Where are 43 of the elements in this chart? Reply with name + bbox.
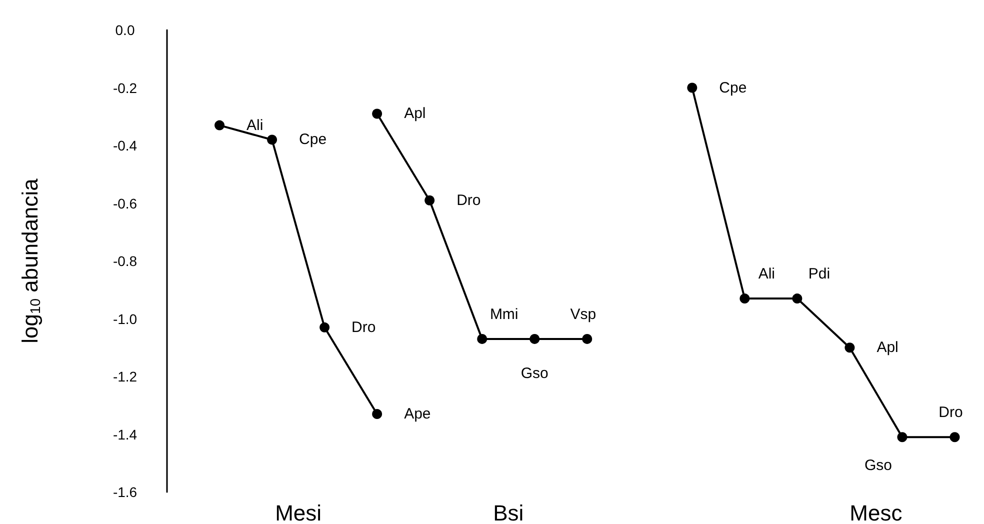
y-tick-label: 0.0 (115, 22, 135, 38)
point (740, 294, 750, 304)
point (424, 195, 435, 206)
point (792, 294, 802, 304)
y-tick-label: -1.0 (112, 310, 138, 327)
y-tick-label: -1.6 (112, 484, 138, 500)
data-label: Apl (404, 105, 426, 122)
data-label: Cpe (719, 79, 747, 96)
x-tick-label: Mesc (850, 500, 902, 524)
y-tick-label: -0.4 (112, 138, 138, 154)
y-tick-label: -1.2 (112, 368, 138, 384)
point (950, 432, 960, 442)
point (320, 322, 330, 332)
data-label: Cpe (299, 131, 327, 148)
point (372, 108, 382, 119)
point (582, 334, 592, 344)
point (267, 134, 278, 145)
point (530, 334, 540, 344)
data-label: Mmi (490, 306, 518, 323)
point (897, 432, 908, 442)
data-label: Gso (520, 364, 548, 382)
point (372, 409, 382, 420)
y-tick-label: -0.2 (112, 80, 138, 96)
data-label: Apl (876, 339, 898, 356)
data-label: Ape (404, 406, 431, 423)
data-label: Gso (864, 457, 892, 474)
data-label: Dro (352, 318, 376, 336)
y-tick-label: -1.4 (112, 426, 138, 442)
data-label: Vsp (570, 306, 596, 323)
point (844, 342, 855, 353)
point (477, 334, 488, 344)
data-label: Pdi (808, 266, 830, 283)
x-tick-label: Bsi (493, 500, 524, 524)
y-tick-label: -0.6 (112, 195, 138, 212)
y-axis-title: log10 abundancia (18, 178, 43, 344)
x-tick-label: Mesi (275, 500, 322, 524)
point (687, 82, 698, 93)
data-label: Dro (938, 404, 963, 422)
data-label: Dro (456, 192, 481, 209)
data-label: Ali (758, 266, 776, 283)
data-label: Ali (246, 116, 264, 134)
point (214, 120, 225, 130)
y-tick-label: -0.8 (112, 253, 138, 269)
